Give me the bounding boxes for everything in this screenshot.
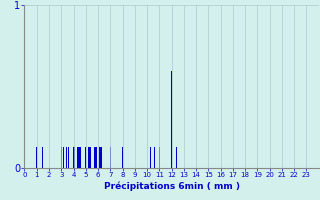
Bar (79, 147, 80, 168)
Bar (154, 147, 155, 168)
Bar (68, 147, 69, 168)
Bar (159, 147, 160, 168)
Bar (110, 147, 111, 168)
Bar (90, 147, 91, 168)
Bar (122, 147, 123, 168)
Bar (176, 147, 177, 168)
Bar (73, 147, 74, 168)
Bar (95, 147, 96, 168)
Bar (150, 147, 151, 168)
Bar (63, 147, 64, 168)
Bar (82, 147, 83, 168)
Bar (74, 147, 75, 168)
X-axis label: Précipitations 6min ( mm ): Précipitations 6min ( mm ) (104, 181, 240, 191)
Bar (171, 71, 172, 168)
Bar (61, 147, 62, 168)
Bar (94, 147, 95, 168)
Bar (78, 147, 79, 168)
Bar (36, 147, 37, 168)
Bar (101, 147, 102, 168)
Bar (96, 147, 97, 168)
Bar (169, 147, 170, 168)
Bar (100, 147, 101, 168)
Bar (88, 147, 89, 168)
Bar (99, 147, 100, 168)
Bar (66, 147, 67, 168)
Bar (89, 147, 90, 168)
Bar (85, 147, 86, 168)
